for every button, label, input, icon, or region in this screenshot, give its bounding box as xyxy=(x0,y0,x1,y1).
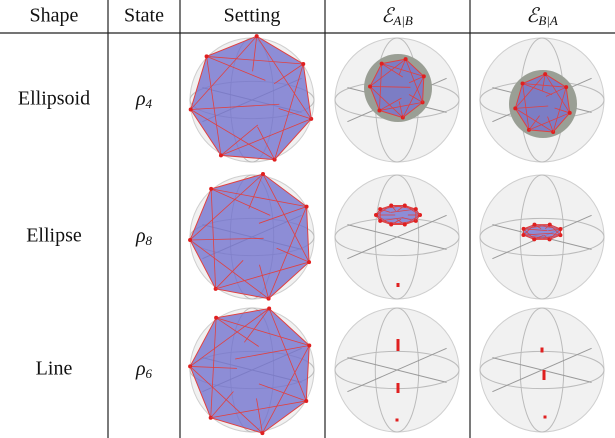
vertex xyxy=(368,84,372,88)
vertex xyxy=(532,237,536,241)
math-subscript: 8 xyxy=(146,233,153,248)
vertex xyxy=(307,344,311,348)
vertex xyxy=(404,57,408,61)
vertex xyxy=(521,82,525,86)
cell-text: Ellipsoid xyxy=(18,88,90,110)
math-label: ℰB|A xyxy=(526,5,558,28)
vertex xyxy=(261,172,265,176)
figure-table: ShapeStateSettingℰA|BℰB|AEllipsoidρ4Elli… xyxy=(0,0,615,438)
line-segment xyxy=(397,283,400,287)
math-label: ρ6 xyxy=(135,358,153,381)
vertex xyxy=(414,207,418,211)
vertex xyxy=(377,108,381,112)
cell-text: Line xyxy=(36,358,73,380)
line-segment xyxy=(397,339,400,351)
vertex xyxy=(219,153,223,157)
line-segment xyxy=(396,419,399,422)
vertex xyxy=(564,85,568,89)
math-label: ℰA|B xyxy=(381,5,413,28)
cell-text: Shape xyxy=(30,5,79,27)
vertex xyxy=(422,74,426,78)
vertex xyxy=(260,431,264,435)
vertex xyxy=(521,233,525,237)
math-label: ρ4 xyxy=(135,88,153,111)
line-segment xyxy=(397,383,400,393)
vertex xyxy=(559,227,563,231)
vertex xyxy=(513,106,517,110)
vertex xyxy=(301,62,305,66)
math-subscript: A|B xyxy=(392,13,413,28)
vertex xyxy=(543,72,547,76)
vertex xyxy=(378,207,382,211)
vertex xyxy=(205,54,209,58)
cell-text: Ellipse xyxy=(26,225,82,247)
math-subscript: 6 xyxy=(146,366,153,381)
math-subscript: B|A xyxy=(538,13,558,28)
vertex xyxy=(403,203,407,207)
vertex xyxy=(403,223,407,227)
vertex xyxy=(307,260,311,264)
vertex xyxy=(267,306,271,310)
cell-text: State xyxy=(124,5,164,27)
vertex xyxy=(209,187,213,191)
vertex xyxy=(568,111,572,115)
line-segment xyxy=(543,370,546,380)
vertex xyxy=(389,223,393,227)
vertex xyxy=(188,238,192,242)
vertex xyxy=(548,223,552,227)
vertex xyxy=(214,316,218,320)
line-segment xyxy=(544,416,547,419)
math-label: ρ8 xyxy=(135,225,153,248)
cell-text: Setting xyxy=(224,5,281,27)
vertex xyxy=(378,219,382,223)
math-symbol: ρ xyxy=(135,358,146,380)
vertex xyxy=(380,62,384,66)
math-symbol: ρ xyxy=(135,225,146,247)
vertex xyxy=(522,227,526,231)
line-segment xyxy=(541,348,544,353)
vertex xyxy=(255,34,259,38)
math-symbol: ρ xyxy=(135,88,146,110)
vertex xyxy=(389,203,393,207)
vertex xyxy=(304,399,308,403)
vertex xyxy=(189,107,193,111)
vertex xyxy=(305,205,309,209)
vertex xyxy=(532,223,536,227)
math-subscript: 4 xyxy=(146,96,153,111)
vertex xyxy=(374,213,378,217)
illustrations xyxy=(188,34,604,435)
polytope xyxy=(523,225,560,240)
